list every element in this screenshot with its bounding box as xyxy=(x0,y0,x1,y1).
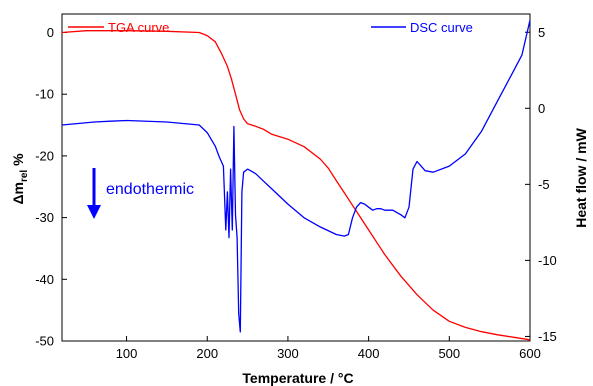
y-left-tick-label: -10 xyxy=(35,87,54,102)
endothermic-label: endothermic xyxy=(106,181,194,198)
x-tick-label: 300 xyxy=(277,346,299,361)
y-left-axis-title-main: Δm xyxy=(10,182,26,205)
legend-tga-label: TGA curve xyxy=(108,20,169,35)
y-right-tick-label: 5 xyxy=(538,25,545,40)
dsc-curve-line xyxy=(61,19,531,333)
y-right-tick-label: -15 xyxy=(538,329,557,344)
y-right-axis-title: Heat flow / mW xyxy=(573,127,589,227)
y-left-tick-label: -50 xyxy=(35,334,54,349)
y-left-tick-label: -20 xyxy=(35,148,54,163)
y-right-tick-label: 0 xyxy=(538,101,545,116)
y-right-tick-label: -10 xyxy=(538,253,557,268)
legend-tga: TGA curve xyxy=(68,20,169,35)
y-right-tick-label: -5 xyxy=(538,177,550,192)
y-left-tick-label: -40 xyxy=(35,272,54,287)
series xyxy=(61,19,531,341)
endothermic-annotation: endothermic xyxy=(87,168,194,219)
x-tick-label: 600 xyxy=(519,346,541,361)
x-tick-label: 500 xyxy=(438,346,460,361)
tga-curve-line xyxy=(61,30,531,341)
x-tick-label: 200 xyxy=(196,346,218,361)
plot-frame xyxy=(61,13,531,342)
y-left-axis-title-unit: % xyxy=(10,153,26,170)
x-axis-title: Temperature / °C xyxy=(242,370,353,386)
y-left-axis-title: Δmrel % xyxy=(10,153,30,205)
legend-dsc-label: DSC curve xyxy=(410,20,473,35)
down-arrow-icon xyxy=(87,205,101,219)
x-tick-label: 100 xyxy=(116,346,138,361)
y-left-tick-label: 0 xyxy=(47,25,54,40)
y-left-axis-title-sub: rel xyxy=(19,170,30,182)
legend-dsc: DSC curve xyxy=(371,20,473,35)
y-left-tick-label: -30 xyxy=(35,210,54,225)
axes: 100 200 300 400 500 600 0 -10 -20 -30 -40 -50 5 0 -5 -1… xyxy=(35,13,557,361)
x-tick-label: 400 xyxy=(358,346,380,361)
